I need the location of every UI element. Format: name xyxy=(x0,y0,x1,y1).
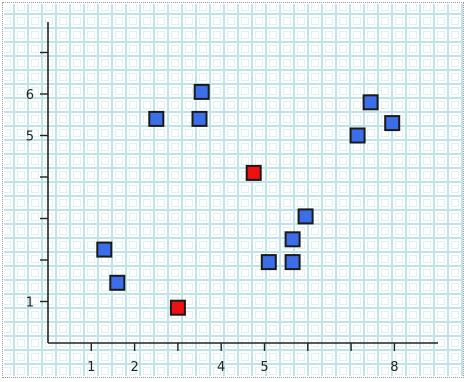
data-point-blue-10 xyxy=(362,94,379,111)
data-point-blue-4 xyxy=(193,83,210,100)
x-tick-label-1: 1 xyxy=(87,360,95,375)
grid-background xyxy=(4,4,463,376)
tick-marks xyxy=(40,51,396,351)
data-point-red-1 xyxy=(169,299,186,316)
tick-labels: 1 2 4 5 8 1 5 6 xyxy=(26,88,399,375)
data-point-blue-0 xyxy=(96,241,113,258)
data-point-blue-6 xyxy=(284,254,301,271)
y-tick-label-5: 5 xyxy=(26,130,34,145)
x-tick-label-2: 2 xyxy=(130,360,138,375)
data-point-blue-2 xyxy=(148,110,165,127)
data-point-blue-9 xyxy=(349,127,366,144)
axes xyxy=(47,22,438,344)
x-tick-label-5: 5 xyxy=(260,360,268,375)
data-points xyxy=(96,83,401,316)
y-tick-label-1: 1 xyxy=(26,296,34,311)
data-point-blue-1 xyxy=(109,274,126,291)
x-tick-label-4: 4 xyxy=(217,360,225,375)
data-point-blue-7 xyxy=(284,231,301,248)
data-point-blue-3 xyxy=(191,110,208,127)
data-point-blue-11 xyxy=(384,115,401,132)
data-point-blue-5 xyxy=(260,254,277,271)
x-tick-label-8: 8 xyxy=(390,360,398,375)
y-tick-label-6: 6 xyxy=(26,88,34,103)
data-point-blue-8 xyxy=(297,208,314,225)
data-point-red-0 xyxy=(245,164,262,181)
